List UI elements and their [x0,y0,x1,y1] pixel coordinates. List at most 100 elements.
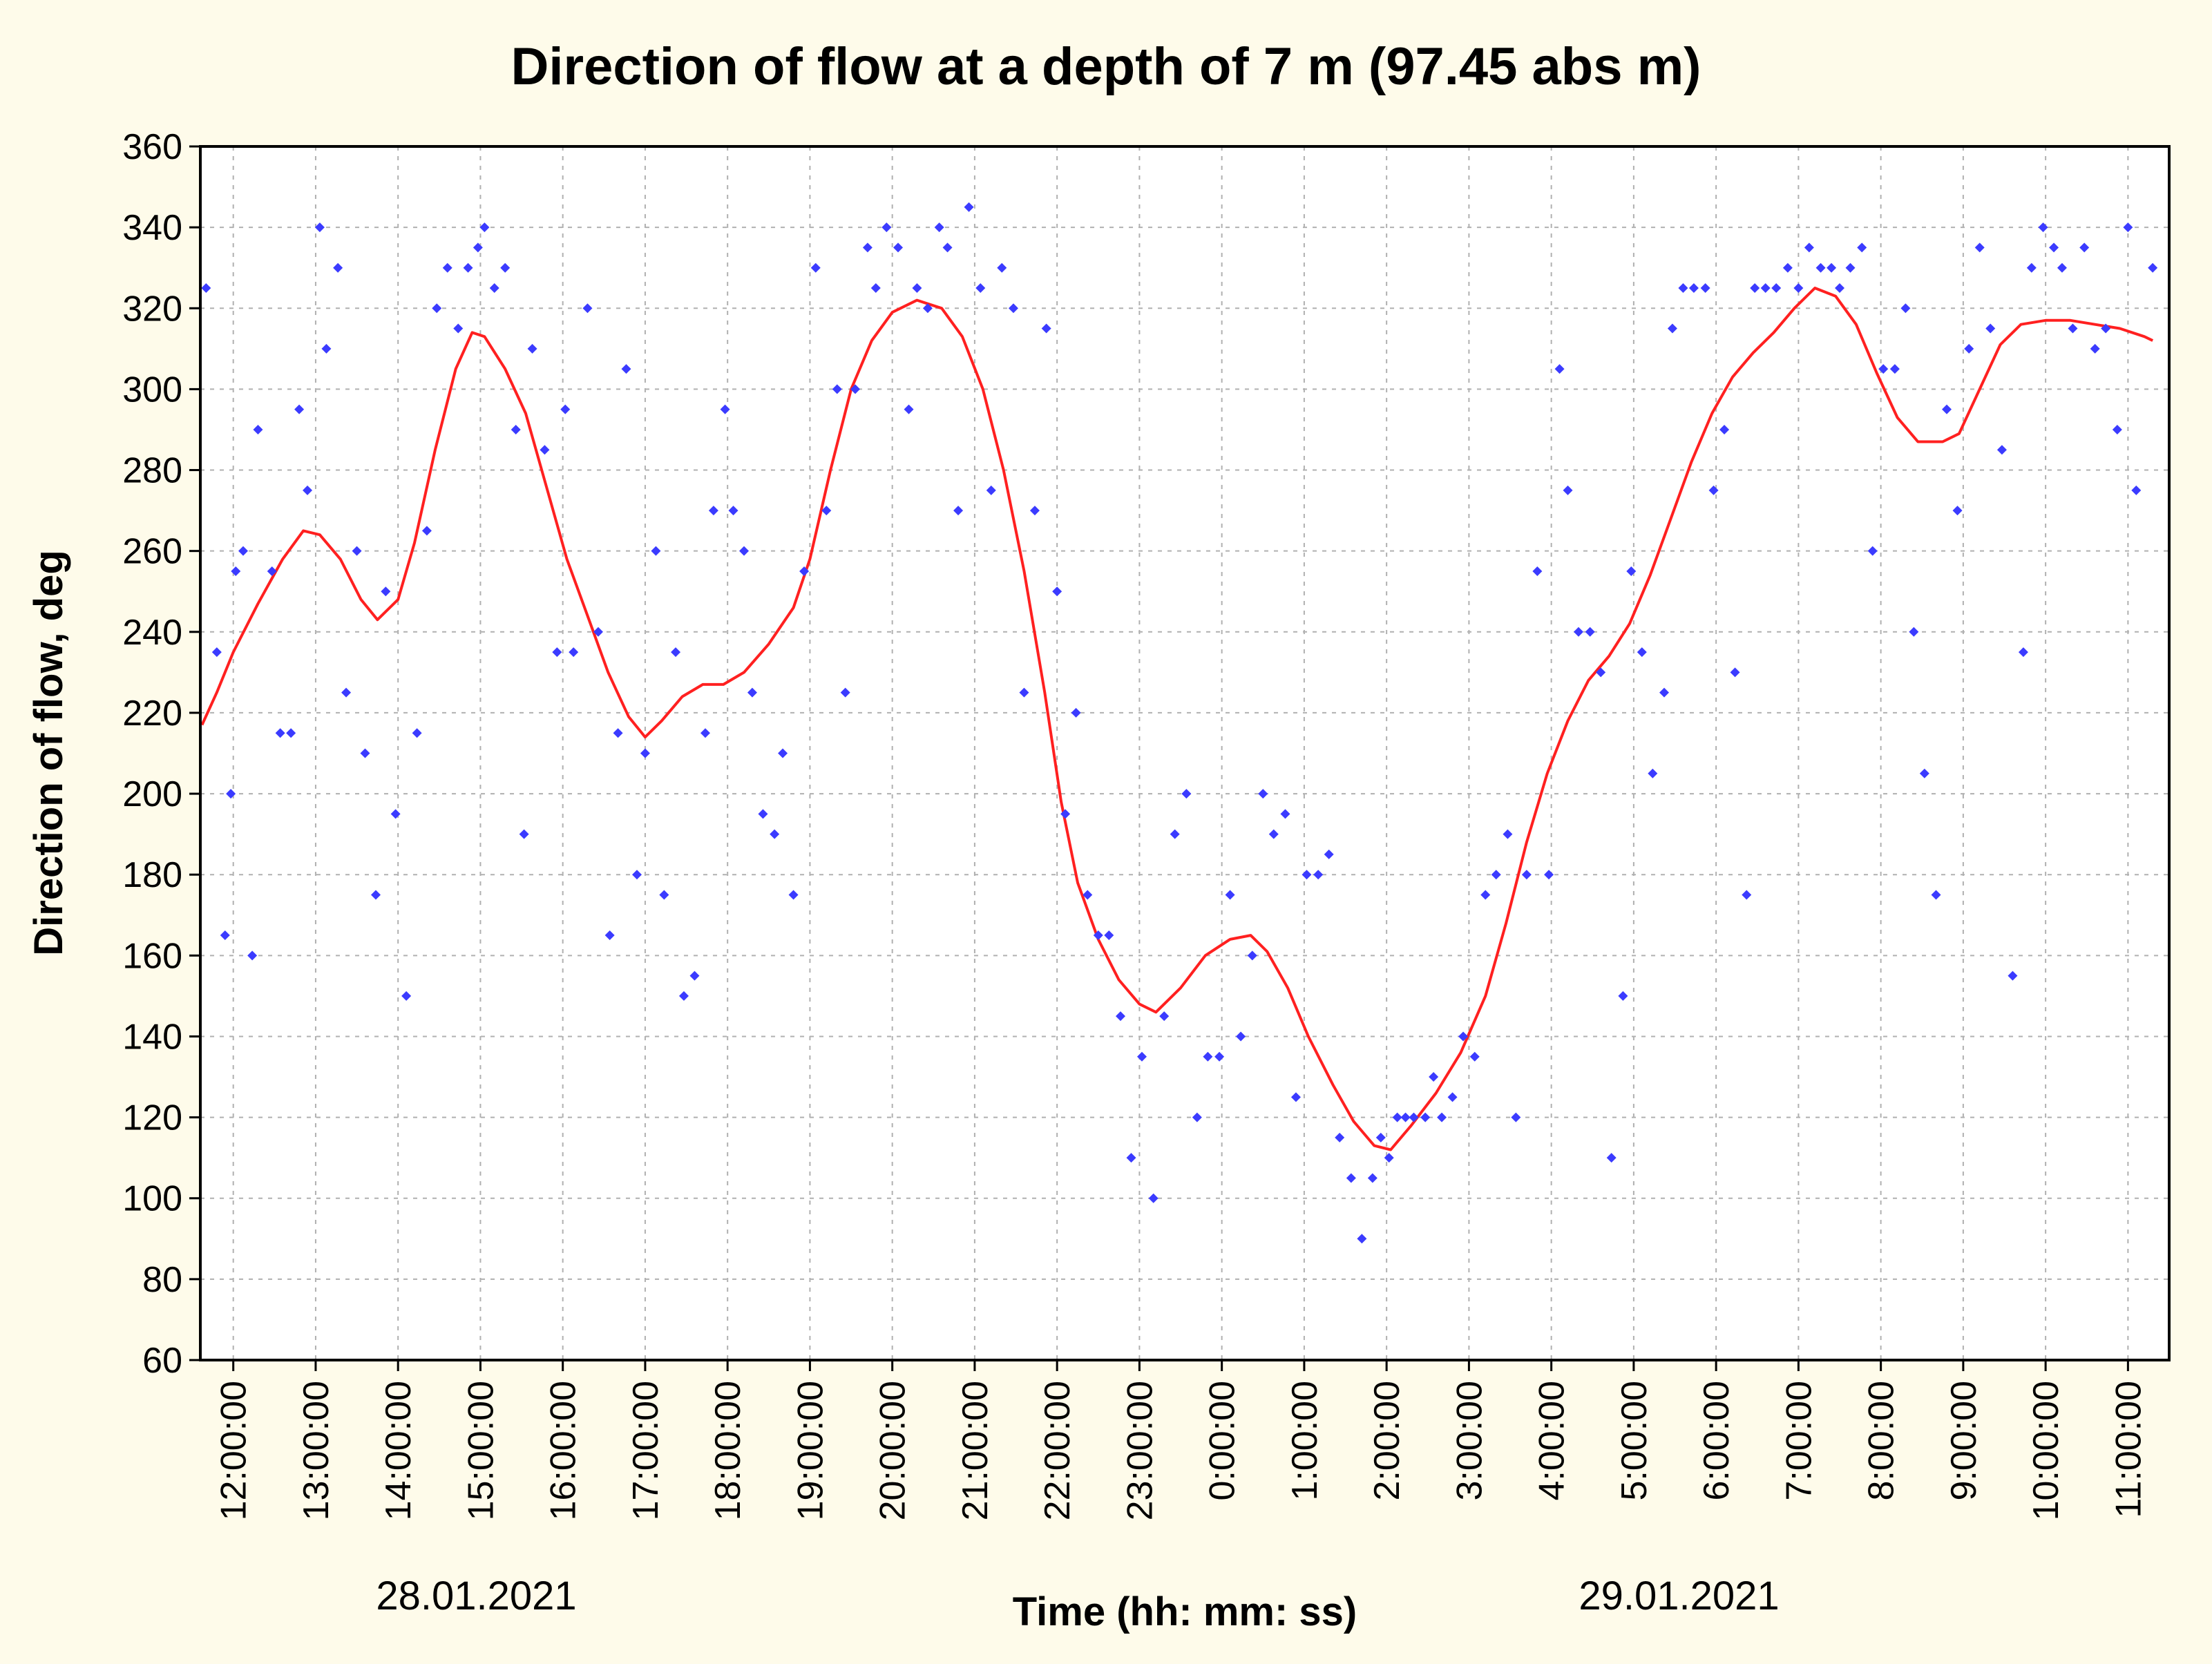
data-point [770,829,780,839]
y-tick-label: 360 [122,127,182,167]
data-point [1335,1132,1345,1142]
data-point [238,546,249,556]
data-point [1104,930,1114,941]
data-point [1667,323,1677,334]
data-point [1827,262,1837,273]
data-point [1093,930,1103,941]
data-point [2090,343,2100,354]
data-point [286,728,296,738]
data-point [1909,627,1919,637]
data-point [934,222,944,233]
data-point [1447,1092,1458,1102]
x-tick-label: 22:00:00 [1038,1381,1078,1520]
x-tick-label: 17:00:00 [626,1381,666,1520]
data-point [1521,870,1532,880]
x-tick-label: 9:00:00 [1944,1381,1984,1501]
x-tick-label: 5:00:00 [1614,1381,1655,1501]
data-point [1563,485,1573,495]
data-point [1889,364,1900,374]
data-point [1760,283,1771,293]
data-point [799,566,810,576]
y-tick-label: 180 [122,855,182,895]
data-point [511,424,521,434]
data-point [728,506,738,516]
data-point [1511,1112,1521,1122]
data-point [267,566,277,576]
x-tick-label: 21:00:00 [955,1381,995,1520]
data-point [747,687,757,698]
data-point [1159,1011,1170,1022]
y-tick-label: 60 [142,1341,182,1381]
data-point [1793,283,1804,293]
data-point [1083,890,1093,900]
y-tick-label: 260 [122,532,182,572]
data-point [1357,1234,1367,1244]
data-point [1637,647,1647,658]
y-tick-label: 140 [122,1017,182,1057]
data-point [1302,870,1312,880]
data-point [1313,870,1324,880]
data-point [253,424,263,434]
x-tick-label: 3:00:00 [1449,1381,1489,1501]
data-point [1258,789,1268,799]
y-tick-label: 340 [122,208,182,248]
data-point [1392,1112,1402,1122]
data-point [432,303,442,314]
data-point [640,748,650,758]
data-point [370,890,381,900]
data-point [922,303,933,314]
data-point [788,890,799,900]
data-point [1420,1112,1431,1122]
x-tick-label: 18:00:00 [708,1381,748,1520]
data-point [1857,242,1867,253]
data-point [613,728,623,738]
data-point [560,404,571,414]
data-point [632,870,642,880]
data-point [1742,890,1752,900]
plot-frame [199,145,2171,1361]
data-point [1136,1051,1147,1062]
data-point [1367,1173,1377,1183]
data-point [1942,404,1952,414]
data-point [1708,485,1719,495]
data-point [231,566,241,576]
data-point [1181,789,1192,799]
data-point [1236,1031,1246,1042]
data-point [1688,283,1699,293]
fit-line [200,287,2154,1151]
data-point [850,384,861,394]
data-point [294,404,305,414]
data-point [1214,1051,1225,1062]
data-point [821,506,832,516]
y-axis-label: Direction of flow, deg [26,550,71,956]
data-point [1659,687,1670,698]
data-point [671,647,681,658]
data-point [519,829,529,839]
data-point [247,950,258,961]
data-point [593,627,603,637]
data-point [1771,283,1782,293]
data-point [1815,262,1826,273]
y-tick-label: 120 [122,1098,182,1138]
data-point [1480,890,1491,900]
data-point [862,242,873,253]
data-point [2026,262,2037,273]
data-point [2057,262,2067,273]
data-point [582,303,593,314]
data-point [442,262,452,273]
data-point [1290,1092,1301,1102]
data-point [527,343,537,354]
data-point [810,262,821,273]
data-point [739,546,750,556]
y-tick-label: 100 [122,1179,182,1219]
data-point [1503,829,1513,839]
data-point [778,748,788,758]
data-point [1203,1051,1213,1062]
data-point [604,930,615,941]
data-point [1835,283,1845,293]
data-point [1919,768,1929,778]
data-point [942,242,953,253]
data-point [1606,1153,1617,1163]
data-point [651,546,661,556]
data-point [1170,829,1180,839]
